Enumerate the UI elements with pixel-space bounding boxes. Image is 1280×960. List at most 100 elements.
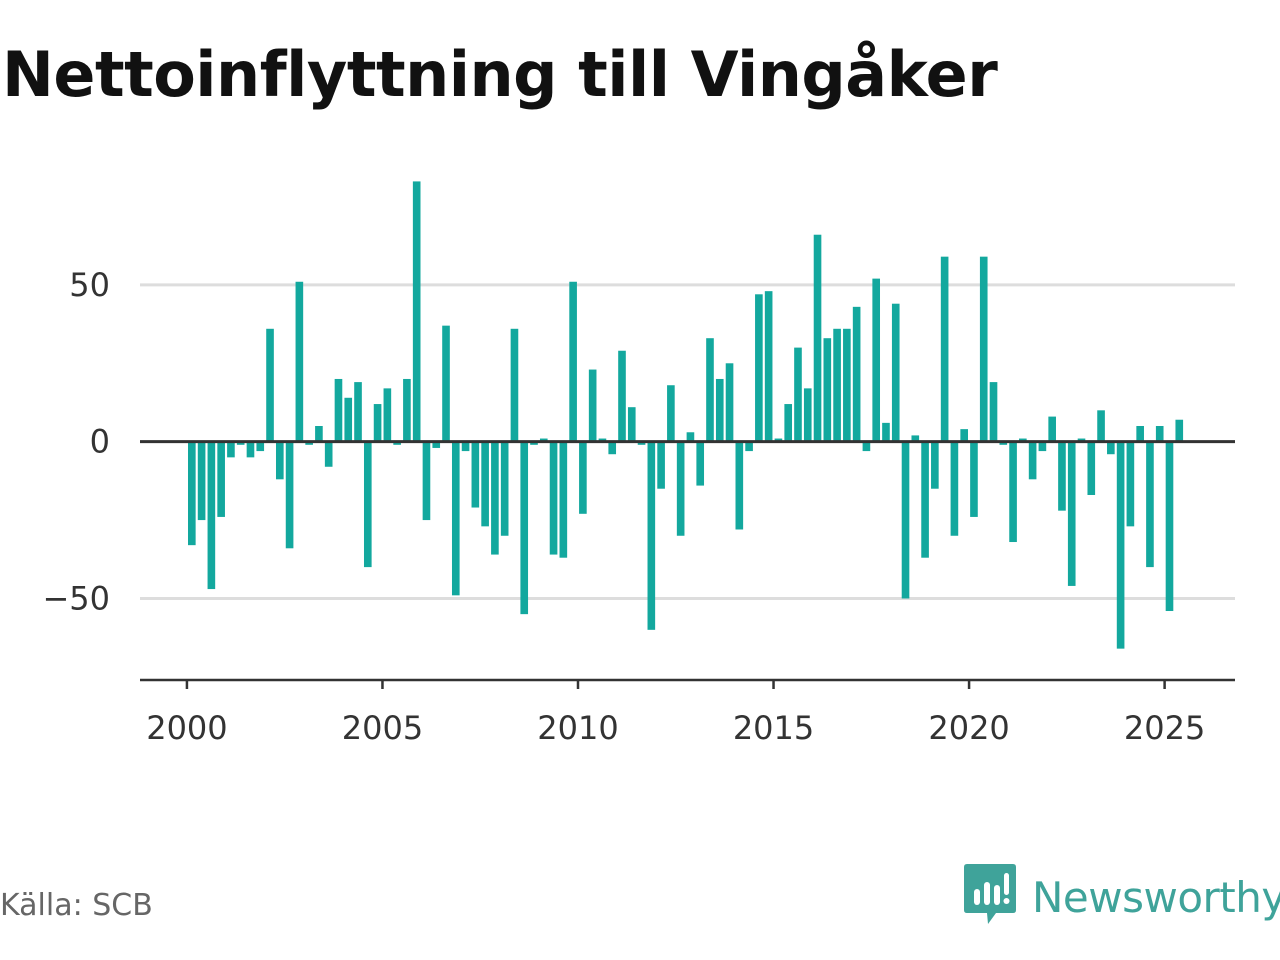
bar: [1077, 438, 1086, 442]
bar: [921, 441, 929, 558]
source-note: Källa: SCB: [0, 888, 153, 923]
bar: [432, 441, 441, 448]
bar-chart: −50 0 50 2000 2005 2010 2015 2020 2025: [42, 181, 1235, 747]
x-tick-label: 2000: [146, 709, 227, 747]
bar: [422, 441, 431, 521]
bar: [295, 281, 304, 442]
bar: [412, 181, 421, 442]
brand-name: Newsworthy: [1032, 872, 1280, 922]
bar: [862, 441, 871, 452]
bar: [784, 404, 793, 442]
bar: [442, 325, 450, 442]
x-tick-label: 2005: [342, 709, 423, 747]
bar: [510, 328, 519, 442]
bar: [882, 422, 890, 442]
bar: [706, 338, 714, 442]
bar: [989, 382, 998, 442]
bar: [843, 328, 851, 442]
bar: [774, 438, 783, 442]
bar: [334, 378, 343, 442]
bar: [305, 441, 313, 445]
bar: [872, 278, 881, 442]
bar: [1107, 441, 1115, 455]
bar: [598, 438, 607, 442]
y-tick-label: −50: [42, 579, 110, 617]
bar: [207, 441, 216, 590]
bar: [1048, 416, 1056, 442]
bar: [451, 441, 460, 596]
bar: [520, 441, 529, 615]
bar: [1126, 441, 1135, 527]
bar: [696, 441, 705, 486]
axes: [140, 440, 1235, 689]
newsworthy-logo-icon: [964, 864, 1016, 930]
bar: [755, 294, 763, 442]
bar: [1038, 441, 1047, 452]
bar: [833, 328, 841, 442]
bar: [618, 350, 626, 442]
bar: [647, 441, 656, 630]
bar: [1155, 426, 1164, 442]
bar: [188, 441, 196, 546]
bar: [539, 438, 548, 442]
bar: [481, 441, 489, 527]
bar: [588, 369, 597, 442]
bar: [275, 441, 284, 480]
bar: [1097, 410, 1105, 442]
bar: [383, 388, 392, 442]
x-tick-label: 2020: [928, 709, 1009, 747]
bar: [354, 382, 362, 442]
bar: [794, 347, 802, 442]
bar: [1116, 441, 1125, 649]
chart-title: Nettoinflyttning till Vingåker: [2, 38, 998, 111]
bar: [686, 432, 695, 442]
bar: [901, 441, 910, 599]
bar: [197, 441, 206, 521]
bar: [1165, 441, 1174, 612]
bar: [236, 441, 245, 445]
bar: [764, 291, 773, 442]
bar: [999, 441, 1008, 445]
bar: [256, 441, 265, 452]
bar: [940, 256, 949, 442]
newsworthy-logo: Newsworthy: [964, 864, 1280, 930]
bar: [530, 441, 538, 445]
bar: [608, 441, 617, 455]
bar: [1009, 441, 1017, 543]
bar: [285, 441, 294, 549]
x-tick-label: 2010: [537, 709, 618, 747]
bar: [803, 388, 812, 442]
bar: [393, 441, 401, 445]
bar: [500, 441, 509, 536]
bar: [549, 441, 558, 555]
bar: [1136, 426, 1144, 442]
bar: [745, 441, 753, 452]
bar: [1087, 441, 1096, 495]
bar: [217, 441, 225, 517]
bar: [579, 441, 587, 514]
tick-labels: −50 0 50 2000 2005 2010 2015 2020 2025: [42, 266, 1205, 747]
bar: [852, 306, 861, 442]
bar: [979, 256, 988, 442]
bar: [1175, 419, 1184, 442]
bar: [363, 441, 372, 568]
bar: [960, 429, 968, 442]
bar: [725, 363, 734, 442]
bar: [970, 441, 978, 517]
bar: [324, 441, 333, 467]
bar: [950, 441, 959, 536]
bar: [266, 328, 274, 442]
bar: [627, 407, 636, 442]
bar: [715, 378, 724, 442]
bar: [227, 441, 235, 458]
bar: [823, 338, 832, 442]
bar: [461, 441, 470, 452]
bar: [315, 426, 323, 442]
bar: [1019, 438, 1027, 442]
bar: [891, 303, 900, 442]
bar: [1028, 441, 1037, 480]
bar: [637, 441, 646, 445]
bar: [911, 435, 920, 442]
bar: [373, 404, 382, 442]
bar: [667, 385, 675, 442]
